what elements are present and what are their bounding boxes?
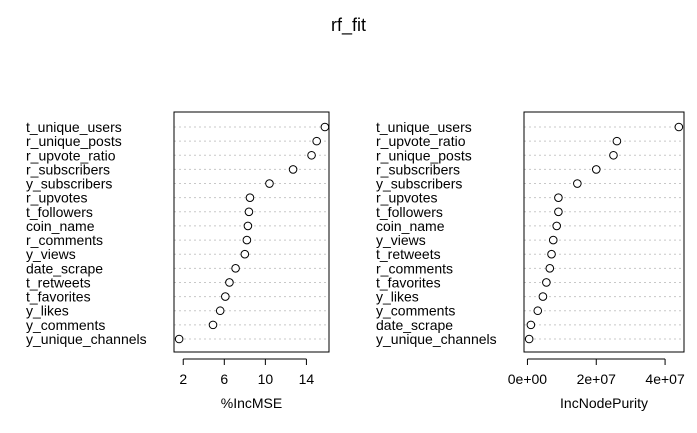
variable-label: coin_name xyxy=(376,218,445,234)
data-point xyxy=(240,249,250,259)
variable-label: y_likes xyxy=(26,303,69,319)
data-point xyxy=(288,165,298,174)
data-point xyxy=(538,292,548,301)
data-point xyxy=(221,292,230,301)
x-axis-label: %IncMSE xyxy=(221,395,282,411)
data-point xyxy=(243,221,253,231)
variable-label: r_comments xyxy=(26,232,103,248)
variable-label: y_unique_channels xyxy=(26,331,147,347)
data-point xyxy=(547,249,556,259)
data-point xyxy=(554,193,563,202)
variable-label: r_subscribers xyxy=(376,161,460,177)
variable-label: r_upvote_ratio xyxy=(376,133,466,149)
variable-label: t_unique_users xyxy=(376,119,472,135)
variable-label: t_followers xyxy=(376,204,443,220)
variable-label: date_scrape xyxy=(26,260,103,276)
variable-label: r_subscribers xyxy=(26,161,110,177)
data-point xyxy=(320,122,330,132)
variable-label: t_unique_users xyxy=(26,119,122,135)
variable-label: r_upvotes xyxy=(376,190,437,206)
data-point xyxy=(242,235,252,245)
data-point xyxy=(208,320,218,330)
variable-label: y_views xyxy=(376,232,426,248)
data-point xyxy=(307,150,316,160)
variable-label: y_comments xyxy=(376,303,455,319)
variable-label: t_favorites xyxy=(376,274,441,290)
data-point xyxy=(554,207,563,217)
x-axis-label: IncNodePurity xyxy=(560,395,648,411)
variable-label: coin_name xyxy=(26,218,95,234)
data-point xyxy=(545,264,555,273)
x-tick-label: 14 xyxy=(299,371,315,387)
variable-label: y_unique_channels xyxy=(376,331,497,347)
data-point xyxy=(312,136,321,146)
data-point xyxy=(542,278,551,287)
data-point xyxy=(548,235,558,245)
data-point xyxy=(265,179,274,188)
variable-label: t_favorites xyxy=(26,289,91,305)
data-point xyxy=(573,179,582,188)
variable-label: date_scrape xyxy=(376,317,453,333)
data-point xyxy=(609,150,618,160)
variable-label: y_subscribers xyxy=(376,176,462,192)
panel-incmse: t_unique_usersr_unique_postsr_upvote_rat… xyxy=(26,111,330,411)
data-point xyxy=(612,136,622,146)
variable-label: y_likes xyxy=(376,289,419,305)
data-point xyxy=(533,306,543,316)
x-tick-label: 0e+00 xyxy=(508,371,548,387)
x-tick-label: 2e+07 xyxy=(577,371,617,387)
chart-panels: t_unique_usersr_unique_postsr_upvote_rat… xyxy=(26,111,685,411)
data-point xyxy=(526,320,536,330)
data-point xyxy=(245,193,255,202)
variable-label: t_followers xyxy=(26,204,93,220)
variable-label: r_upvotes xyxy=(26,190,87,206)
variable-label: t_retweets xyxy=(26,274,91,290)
variable-label: y_subscribers xyxy=(26,176,112,192)
variable-label: t_retweets xyxy=(376,246,441,262)
x-tick-label: 4e+07 xyxy=(645,371,685,387)
x-tick-label: 10 xyxy=(258,371,274,387)
data-point xyxy=(591,165,601,174)
data-point xyxy=(524,334,534,344)
x-tick-label: 6 xyxy=(220,371,228,387)
chart-title: rf_fit xyxy=(331,15,366,36)
data-point xyxy=(215,306,225,316)
data-point xyxy=(552,221,561,231)
data-point xyxy=(244,207,254,217)
data-point xyxy=(225,278,234,287)
x-tick-label: 2 xyxy=(179,371,187,387)
plot-frame xyxy=(523,111,685,353)
plot-frame xyxy=(173,111,330,353)
variable-label: r_comments xyxy=(376,260,453,276)
variable-label: y_views xyxy=(26,246,76,262)
data-point xyxy=(231,264,240,273)
panel-incnodepurity: t_unique_usersr_upvote_ratior_unique_pos… xyxy=(376,111,685,411)
variable-label: r_upvote_ratio xyxy=(26,147,116,163)
data-point xyxy=(674,122,684,132)
data-point xyxy=(174,334,184,344)
variable-label: y_comments xyxy=(26,317,105,333)
variable-label: r_unique_posts xyxy=(26,133,122,149)
variable-label: r_unique_posts xyxy=(376,147,472,163)
